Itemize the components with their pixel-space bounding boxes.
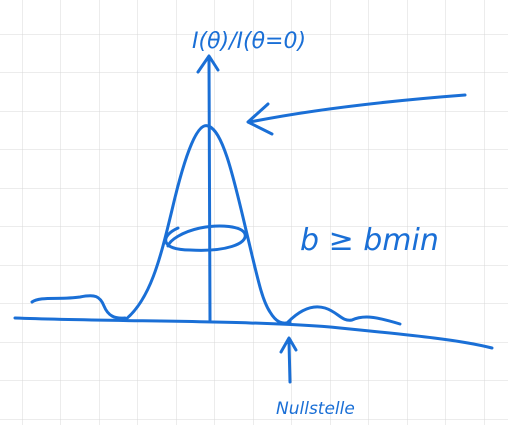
page: I(θ)/I(θ=0) b ≥ bmin Nullstelle (() => {… (0, 0, 508, 425)
axis-label: I(θ)/I(θ=0) (192, 29, 306, 54)
sketch: I(θ)/I(θ=0) b ≥ bmin Nullstelle (0, 0, 508, 425)
zero-label: Nullstelle (276, 399, 355, 419)
grid-paper (0, 0, 508, 425)
condition-label: b ≥ bmin (300, 223, 439, 258)
